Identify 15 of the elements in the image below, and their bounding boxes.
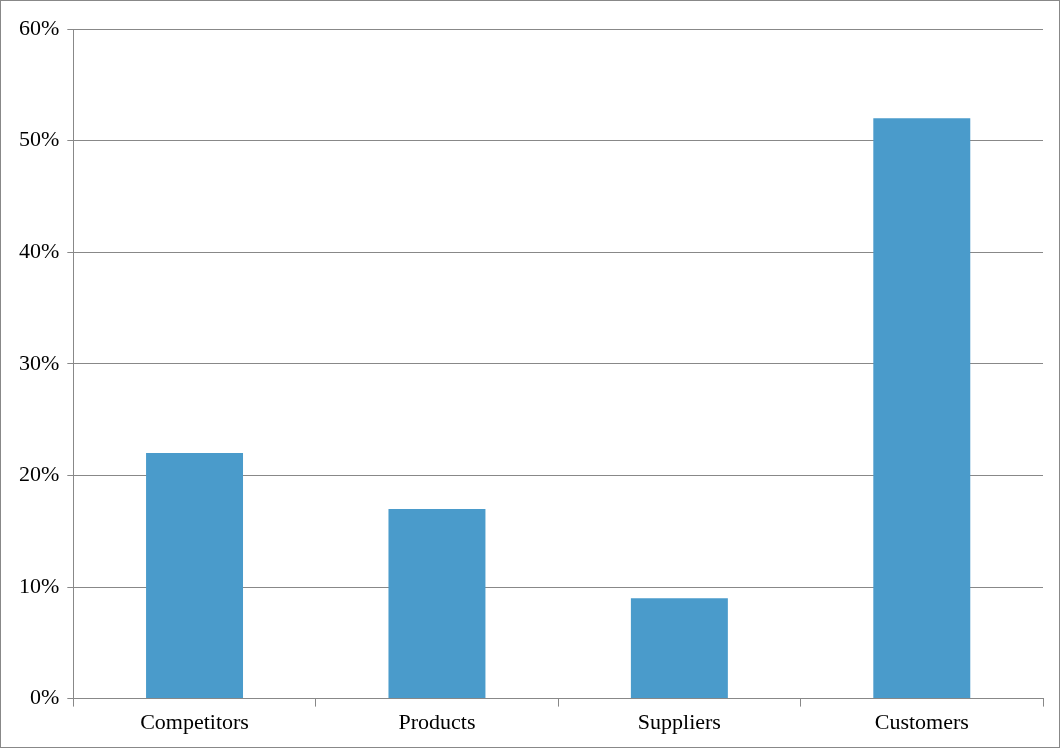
x-tick-label: Products: [398, 708, 476, 734]
x-tick-label: Competitors: [140, 708, 249, 734]
y-tick-label: 40%: [19, 237, 60, 263]
y-tick-label: 0%: [30, 684, 60, 710]
bar: [630, 598, 728, 699]
y-tick-label: 50%: [19, 126, 60, 152]
y-tick-label: 60%: [19, 14, 60, 40]
bar: [388, 508, 486, 699]
y-tick-label: 10%: [19, 572, 60, 598]
x-tick-label: Customers: [874, 708, 969, 734]
bar: [146, 453, 244, 699]
y-tick-label: 20%: [19, 461, 60, 487]
x-tick-label: Suppliers: [637, 708, 721, 734]
bar: [873, 118, 971, 699]
y-tick-label: 30%: [19, 349, 60, 375]
